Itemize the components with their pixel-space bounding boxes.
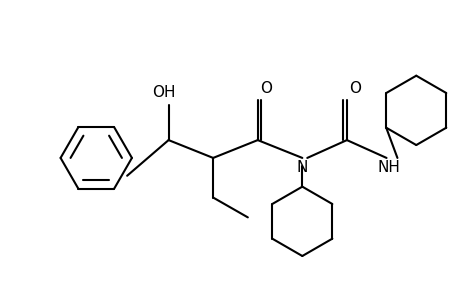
Text: NH: NH [376, 160, 399, 175]
Text: N: N [296, 160, 308, 175]
Text: O: O [348, 80, 360, 95]
Text: O: O [259, 80, 271, 95]
Text: OH: OH [151, 85, 175, 100]
